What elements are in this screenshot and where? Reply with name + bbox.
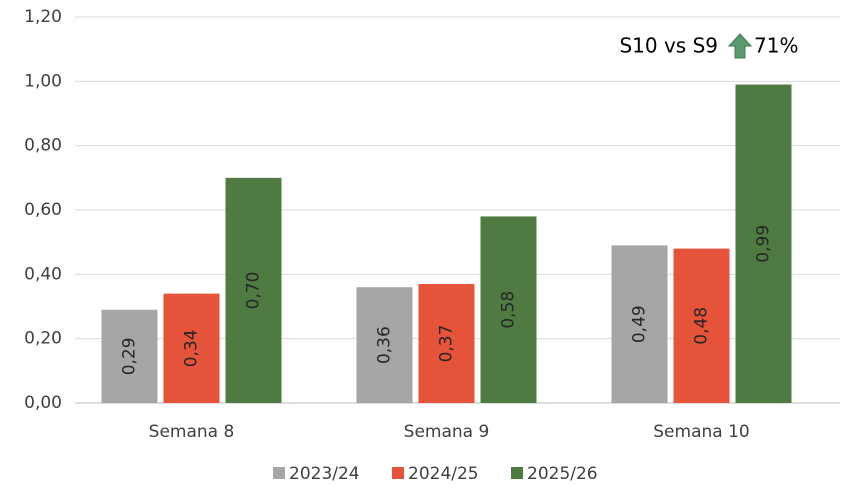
legend-swatch [392,467,404,479]
bar [611,245,668,403]
y-tick-label: 0,00 [24,393,62,413]
y-tick-label: 0,40 [24,264,62,284]
x-tick-label: Semana 8 [149,422,235,442]
value-label: 0,48 [692,307,712,345]
bar [101,309,158,403]
x-tick-label: Semana 10 [653,422,749,442]
value-label: 0,58 [499,291,519,329]
bar [480,216,537,403]
bar [735,84,792,404]
y-tick-label: 1,00 [24,71,62,91]
bar [418,283,475,403]
legend-swatch [511,467,523,479]
y-tick-label: 0,20 [24,329,62,349]
bar [673,248,730,403]
legend-label: 2025/26 [527,464,598,484]
legend-label: 2024/25 [408,464,479,484]
value-label: 0,49 [630,305,650,343]
legend-swatch [273,467,285,479]
bar [225,177,282,403]
bar [163,293,220,403]
annotation-text: S10 vs S9 [619,34,718,58]
legend-label: 2023/24 [289,464,360,484]
value-label: 0,34 [182,329,202,367]
value-label: 0,70 [244,271,264,309]
y-tick-label: 0,80 [24,136,62,156]
y-tick-label: 0,60 [24,200,62,220]
value-label: 0,36 [375,326,395,364]
annotation-change: 71% [754,34,798,58]
up-arrow [727,33,753,59]
value-label: 0,37 [437,325,457,363]
y-tick-label: 1,20 [24,7,62,27]
x-tick-label: Semana 9 [404,422,490,442]
bar [356,287,413,403]
value-label: 0,99 [754,225,774,263]
value-label: 0,29 [120,337,140,375]
annotation-box [595,25,835,67]
